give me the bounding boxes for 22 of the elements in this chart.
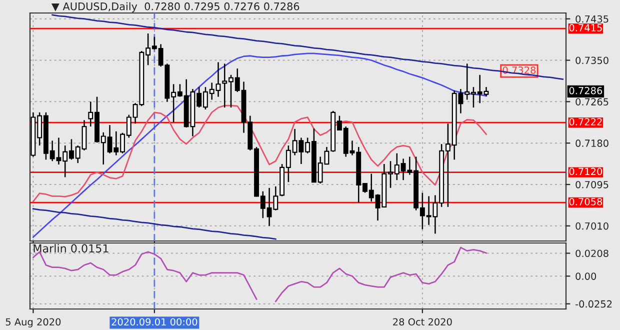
line-series	[52, 14, 564, 80]
chart-title: Marlin 0.0151	[34, 244, 108, 253]
ref-line-label: 0.7222	[569, 118, 602, 126]
text: 0.7286	[569, 86, 602, 94]
y-tick-label: -0.0252	[576, 300, 612, 308]
ref-line-label: 0.7120	[569, 168, 602, 176]
y-tick-label: 0.7435	[576, 15, 608, 23]
x-tick-label: 2020.09.01 00:00	[112, 318, 198, 326]
y-tick-label: 0.7010	[576, 222, 608, 230]
y-tick-label: 0.00	[576, 272, 596, 280]
y-tick-label: 0.7265	[576, 98, 608, 106]
y-tick-label: 0.7350	[576, 56, 608, 64]
y-tick-label: 0.7180	[576, 140, 608, 147]
y-tick-label: 0.7095	[576, 180, 608, 188]
line-series	[32, 104, 487, 202]
x-tick-label: 28 Oct 2020	[393, 318, 452, 326]
ref-line-label: 0.7058	[569, 198, 602, 206]
x-tick-label: 5 Aug 2020	[6, 318, 61, 328]
ref-line-label: 0.7415	[569, 24, 602, 32]
line-series	[32, 208, 276, 240]
y-tick-label: 0.0208	[576, 250, 608, 258]
chart-title: ▼ AUDUSD,Daily 0.7280 0.7295 0.7276 0.7286	[51, 2, 300, 12]
